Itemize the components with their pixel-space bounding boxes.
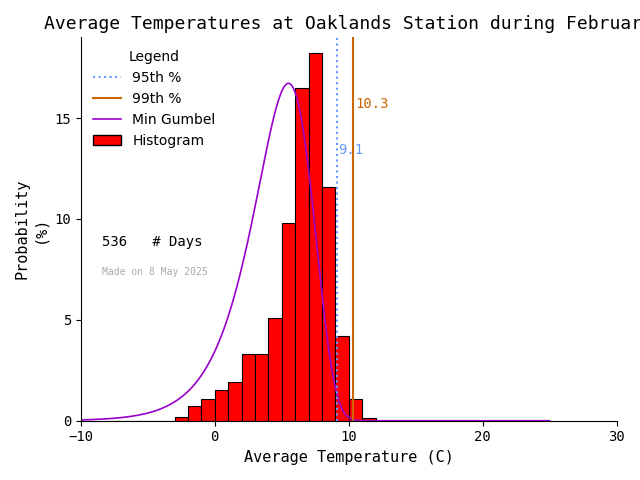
Bar (362, 418, 376, 421)
99th % (349, 418, 356, 424)
Bar (308, 53, 322, 421)
X-axis label: Average Temperature (C): Average Temperature (C) (244, 450, 454, 465)
Min Gumbel (50, 418, 58, 423)
Min Gumbel (536, 418, 543, 424)
Title: Average Temperatures at Oaklands Station during February: Average Temperatures at Oaklands Station… (44, 15, 640, 33)
Min Gumbel (319, 302, 327, 308)
Bar (295, 88, 308, 421)
Min Gumbel (546, 418, 554, 424)
99th % (349, 397, 356, 403)
Text: 536   # Days: 536 # Days (102, 235, 203, 249)
Min Gumbel (285, 81, 292, 86)
Bar (241, 354, 255, 421)
Bar (255, 354, 268, 421)
95th % (333, 418, 340, 424)
Bar (282, 223, 295, 421)
Min Gumbel (458, 418, 465, 424)
Bar (188, 406, 202, 421)
Min Gumbel (289, 85, 297, 91)
Min Gumbel (287, 81, 294, 87)
Bar (349, 398, 362, 421)
Bar (228, 383, 241, 421)
Min Gumbel (346, 416, 354, 421)
Min Gumbel (480, 418, 488, 424)
Line: Min Gumbel: Min Gumbel (54, 84, 550, 421)
Text: 9.1: 9.1 (338, 144, 363, 157)
Legend: 95th %, 99th %, Min Gumbel, Histogram: 95th %, 99th %, Min Gumbel, Histogram (88, 44, 221, 153)
Text: 10.3: 10.3 (355, 97, 389, 111)
Bar (215, 390, 228, 421)
Bar (335, 336, 349, 421)
Bar (202, 398, 215, 421)
Bar (175, 417, 188, 421)
95th % (333, 397, 340, 403)
Bar (268, 318, 282, 421)
Text: Made on 8 May 2025: Made on 8 May 2025 (102, 267, 208, 277)
Y-axis label: Probability
(%): Probability (%) (15, 179, 47, 279)
Bar (322, 187, 335, 421)
